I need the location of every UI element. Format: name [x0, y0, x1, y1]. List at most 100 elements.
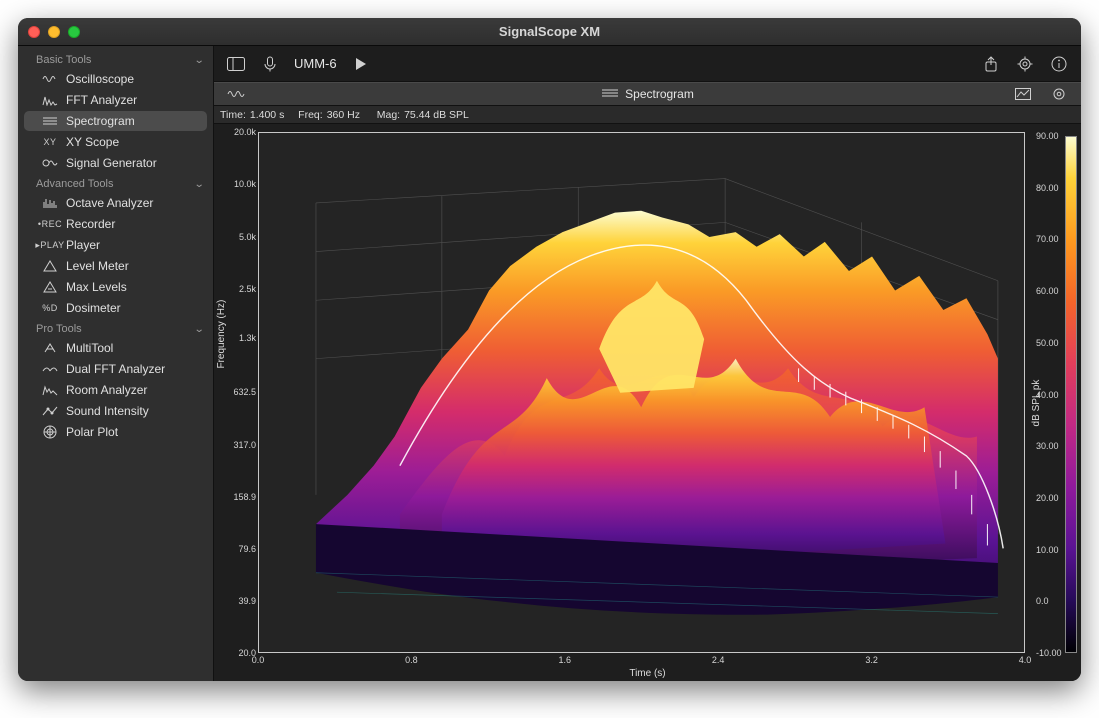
y-axis-ticks: 20.039.979.6158.9317.0632.51.3k2.5k5.0k1… — [224, 132, 258, 653]
mic-input-button[interactable] — [256, 52, 284, 76]
intensity-icon — [42, 404, 58, 418]
sidebar-item-recorder[interactable]: •REC Recorder — [24, 214, 207, 234]
sidebar-item-polar-plot[interactable]: Polar Plot — [24, 422, 207, 442]
graph-style-button[interactable] — [1009, 82, 1037, 106]
y-tick: 20.0 — [238, 648, 256, 658]
app-window: SignalScope XM Basic Tools⌄ Oscilloscope F… — [18, 18, 1081, 681]
time-label: Time: — [220, 109, 246, 121]
y-tick: 158.9 — [233, 492, 256, 502]
sidebar-item-label: FFT Analyzer — [66, 93, 137, 107]
sidebar-item-label: Player — [66, 238, 100, 252]
section-label: Basic Tools — [36, 54, 91, 66]
sidebar-item-sound-intensity[interactable]: Sound Intensity — [24, 401, 207, 421]
x-tick: 0.8 — [405, 655, 418, 665]
dualfft-icon — [42, 362, 58, 376]
freq-label: Freq: — [298, 109, 323, 121]
colorbar-tick: 90.00 — [1036, 131, 1059, 141]
sidebar-item-label: Signal Generator — [66, 156, 157, 170]
mag-label: Mag: — [377, 109, 400, 121]
colorbar-tick: 30.00 — [1036, 441, 1059, 451]
cursor-readout: Time: 1.400 s Freq: 360 Hz Mag: 75.44 dB… — [214, 106, 1081, 124]
sidebar-item-oscilloscope[interactable]: Oscilloscope — [24, 69, 207, 89]
colorbar-tick: 50.00 — [1036, 338, 1059, 348]
colorbar-tick: 0.0 — [1036, 596, 1049, 606]
device-selector[interactable]: UMM-6 — [290, 56, 341, 71]
y-tick: 632.5 — [233, 387, 256, 397]
rec-icon: •REC — [42, 217, 58, 231]
y-tick: 1.3k — [239, 333, 256, 343]
sidebar-item-dosimeter[interactable]: %DDosimeter — [24, 298, 207, 318]
x-tick: 1.6 — [559, 655, 572, 665]
sidebar-item-max-levels[interactable]: Max Levels — [24, 277, 207, 297]
sidebar-item-spectrogram[interactable]: Spectrogram — [24, 111, 207, 131]
view-title: Spectrogram — [214, 87, 1081, 102]
sidebar-item-label: MultiTool — [66, 341, 113, 355]
sidebar-item-fft-analyzer[interactable]: FFT Analyzer — [24, 90, 207, 110]
sidebar-item-label: Dosimeter — [66, 301, 121, 315]
zoom-button[interactable] — [68, 26, 80, 38]
sidebar-item-room-analyzer[interactable]: Room Analyzer — [24, 380, 207, 400]
polar-icon — [42, 425, 58, 439]
colorbar-tick: 80.00 — [1036, 183, 1059, 193]
sidebar-item-label: Dual FFT Analyzer — [66, 362, 165, 376]
sidebar-item-level-meter[interactable]: Level Meter — [24, 256, 207, 276]
plot-canvas[interactable] — [258, 132, 1025, 653]
fft-icon — [42, 93, 58, 107]
view-title-text: Spectrogram — [625, 87, 694, 101]
sidebar-item-octave-analyzer[interactable]: Octave Analyzer — [24, 193, 207, 213]
x-tick: 3.2 — [865, 655, 878, 665]
time-value: 1.400 s — [250, 109, 284, 121]
sidebar-item-label: Octave Analyzer — [66, 196, 153, 210]
sidebar-section-header[interactable]: Pro Tools⌄ — [18, 319, 213, 337]
sidebar-item-label: Room Analyzer — [66, 383, 147, 397]
sidebar-item-label: Oscilloscope — [66, 72, 134, 86]
colorbar-gradient — [1065, 136, 1077, 653]
toolbar: UMM-6 — [214, 46, 1081, 82]
share-button[interactable] — [977, 52, 1005, 76]
sidebar-item-dual-fft-analyzer[interactable]: Dual FFT Analyzer — [24, 359, 207, 379]
mag-value: 75.44 dB SPL — [404, 109, 469, 121]
maxlev-icon — [42, 280, 58, 294]
x-axis-label: Time (s) — [629, 668, 665, 679]
section-label: Pro Tools — [36, 323, 82, 335]
sidebar-item-label: Recorder — [66, 217, 115, 231]
colorbar-tick: 70.00 — [1036, 234, 1059, 244]
info-button[interactable] — [1045, 52, 1073, 76]
y-tick: 79.6 — [238, 544, 256, 554]
sidebar-item-xy-scope[interactable]: XYXY Scope — [24, 132, 207, 152]
minimize-button[interactable] — [48, 26, 60, 38]
sidebar: Basic Tools⌄ Oscilloscope FFT Analyzer Spec… — [18, 46, 214, 681]
toggle-sidebar-button[interactable] — [222, 52, 250, 76]
plot-area[interactable]: Frequency (Hz) — [214, 124, 1081, 681]
sidebar-section-header[interactable]: Advanced Tools⌄ — [18, 174, 213, 192]
settings-button[interactable] — [1011, 52, 1039, 76]
x-tick: 2.4 — [712, 655, 725, 665]
x-axis-ticks: 0.00.81.62.43.24.0 — [258, 655, 1025, 667]
y-tick: 5.0k — [239, 232, 256, 242]
colorbar-tick: -10.00 — [1036, 648, 1062, 658]
sidebar-item-label: Max Levels — [66, 280, 127, 294]
octave-icon — [42, 196, 58, 210]
play-button[interactable] — [347, 52, 375, 76]
sidebar-item-player[interactable]: ▸PLAY Player — [24, 235, 207, 255]
sidebar-item-label: Level Meter — [66, 259, 129, 273]
titlebar: SignalScope XM — [18, 18, 1081, 46]
sidebar-item-label: XY Scope — [66, 135, 119, 149]
y-tick: 20.0k — [234, 127, 256, 137]
sidebar-item-signal-generator[interactable]: Signal Generator — [24, 153, 207, 173]
colorbar-label: dB SPL pk — [1031, 379, 1042, 426]
waveform-mode-icon[interactable] — [222, 82, 250, 106]
level-icon — [42, 259, 58, 273]
play-icon: ▸PLAY — [42, 238, 58, 252]
close-button[interactable] — [28, 26, 40, 38]
view-settings-button[interactable] — [1045, 82, 1073, 106]
siggen-icon — [42, 156, 58, 170]
colorbar-tick: 60.00 — [1036, 286, 1059, 296]
sidebar-item-label: Spectrogram — [66, 114, 135, 128]
spectrogram-icon — [42, 114, 58, 128]
spectrogram-surface — [274, 164, 1008, 631]
sidebar-section-header[interactable]: Basic Tools⌄ — [18, 50, 213, 68]
y-tick: 2.5k — [239, 284, 256, 294]
sidebar-item-multitool[interactable]: MultiTool — [24, 338, 207, 358]
room-icon — [42, 383, 58, 397]
